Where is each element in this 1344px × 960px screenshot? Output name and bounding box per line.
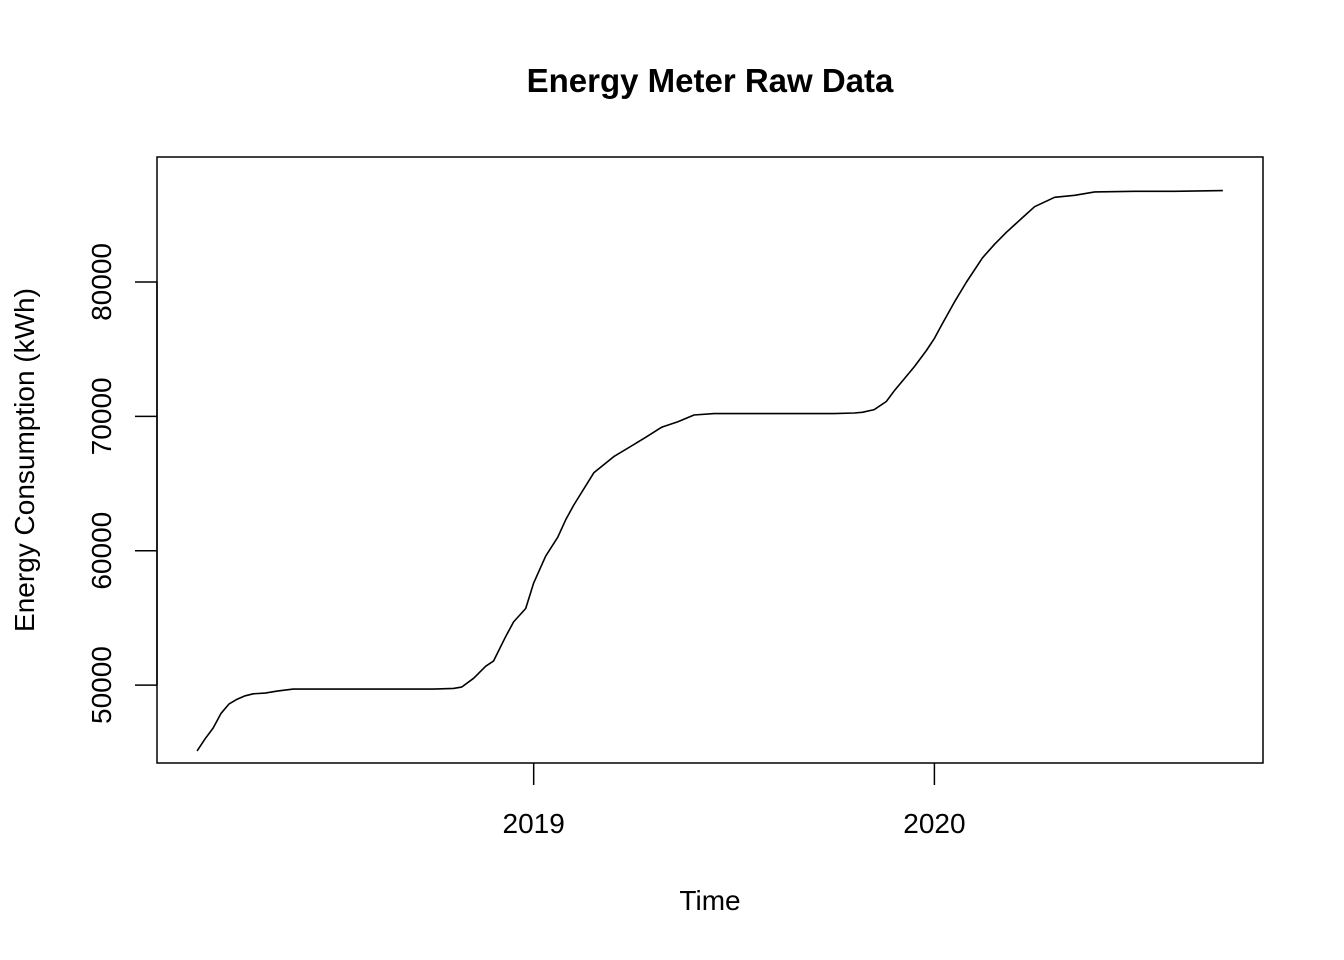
x-tick-label-0: 2019 [503, 808, 565, 839]
plot-frame [156, 156, 1264, 764]
x-tick-label-1: 2020 [903, 808, 965, 839]
y-axis-label: Energy Consumption (kWh) [9, 288, 40, 632]
y-tick-label-2: 70000 [86, 377, 117, 455]
y-axis: 50000 60000 70000 80000 [86, 243, 158, 724]
y-tick-label-3: 80000 [86, 243, 117, 321]
chart-title: Energy Meter Raw Data [527, 62, 894, 99]
y-tick-label-0: 50000 [86, 646, 117, 724]
x-axis: 2019 2020 [503, 763, 966, 839]
energy-series-line [196, 189, 1223, 752]
y-tick-label-1: 60000 [86, 512, 117, 590]
x-axis-label: Time [679, 885, 740, 916]
